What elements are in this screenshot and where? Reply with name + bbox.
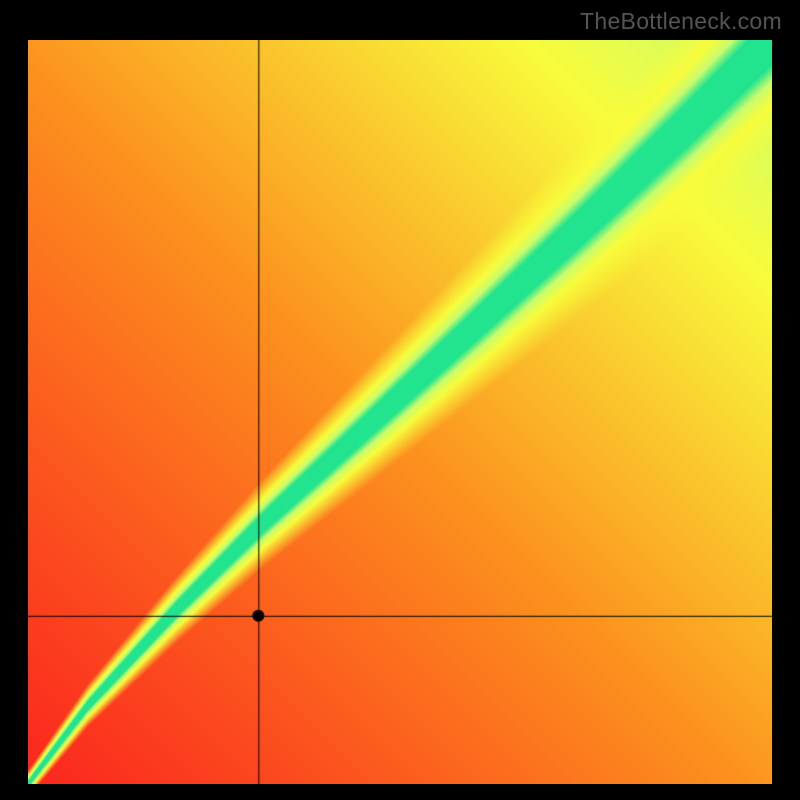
heatmap-plot [28, 40, 772, 784]
watermark-text: TheBottleneck.com [580, 8, 782, 35]
heatmap-canvas [28, 40, 772, 784]
chart-container: TheBottleneck.com [0, 0, 800, 800]
